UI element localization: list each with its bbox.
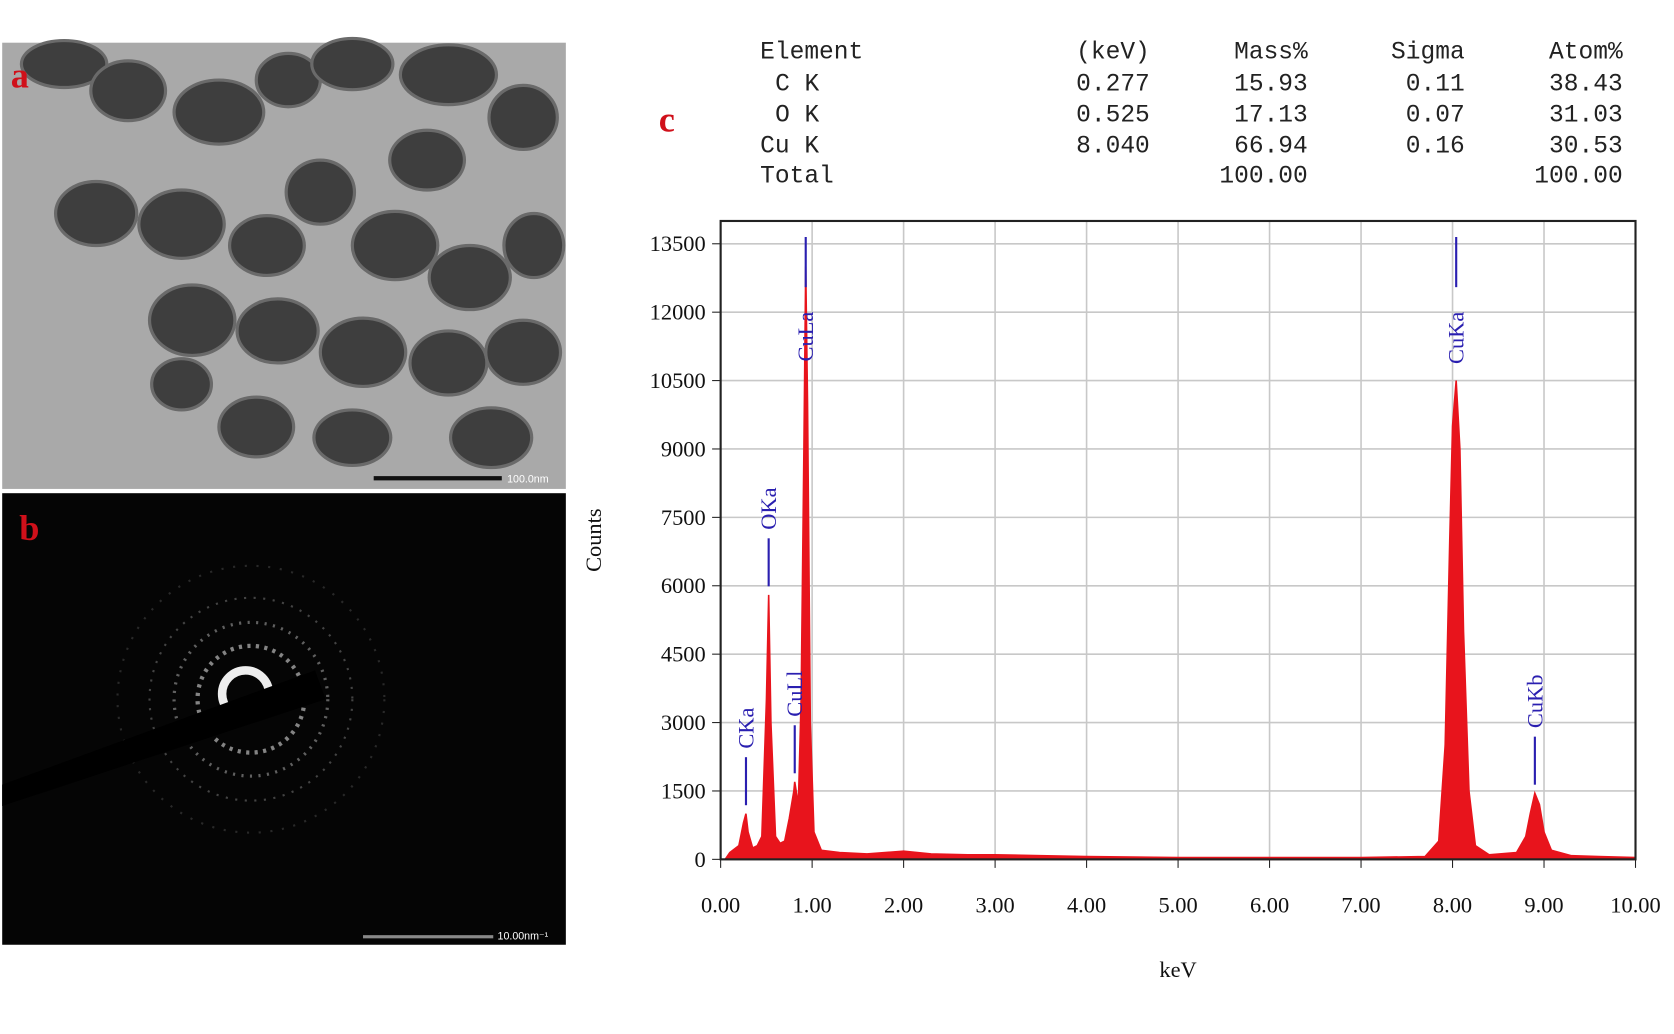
x-tick-label: 5.00: [1158, 893, 1197, 918]
table-cell: 0.07: [1406, 103, 1465, 130]
table-cell: 0.525: [1076, 103, 1150, 130]
panel-label: b: [19, 508, 39, 548]
table-cell: 100.00: [1219, 164, 1307, 191]
table-cell: 100.00: [1534, 164, 1622, 191]
y-tick-label: 4500: [661, 642, 706, 667]
diffraction-image: 10.00nm⁻¹: [2, 493, 566, 945]
scale-bar-label: 100.0nm: [507, 474, 549, 486]
spectrum-area: [724, 266, 1637, 861]
peak-label: CuLl: [782, 671, 807, 717]
panel-label: c: [659, 99, 675, 139]
x-tick-label: 7.00: [1341, 893, 1380, 918]
table-cell: 0.11: [1406, 72, 1465, 99]
table-cell: O K: [775, 103, 819, 130]
table-cell: 8.040: [1076, 134, 1150, 161]
peak-label: CuLa: [793, 312, 818, 362]
table-cell: Total: [760, 164, 834, 191]
spectrum-chart: 0 1500 3000 4500 6000 7500 9000 10500 12000 13500…: [581, 219, 1661, 982]
table-cell: Cu K: [760, 134, 819, 161]
x-tick-label: 2.00: [884, 893, 923, 918]
x-tick-label: 10.00: [1610, 893, 1660, 918]
y-tick-label: 0: [694, 847, 705, 872]
result-table: Element (keV) Mass% Sigma Atom% C K 0.277 15.93…: [760, 40, 1623, 191]
y-axis-label: Counts: [581, 508, 606, 572]
y-tick-label: 7500: [661, 505, 706, 530]
x-tick-label: 6.00: [1250, 893, 1289, 918]
x-tick-label: 8.00: [1433, 893, 1472, 918]
table-cell: 0.277: [1076, 72, 1150, 99]
x-axis-label: keV: [1159, 957, 1196, 982]
peak-label: CKa: [733, 708, 758, 749]
table-cell: 17.13: [1234, 103, 1308, 130]
plot-frame: [719, 219, 1637, 861]
y-tick-label: 1500: [661, 778, 706, 803]
table-header: Mass%: [1234, 40, 1308, 67]
x-tick-label: 3.00: [975, 893, 1014, 918]
y-tick-label: 6000: [661, 573, 706, 598]
tem-image: 100.0nm: [2, 36, 566, 489]
y-tick-label: 13500: [650, 231, 706, 256]
table-header: Sigma: [1391, 40, 1465, 67]
y-tick-label: 12000: [650, 300, 706, 325]
table-header: Atom%: [1549, 40, 1623, 67]
table-header: (keV): [1076, 40, 1150, 67]
table-cell: 66.94: [1234, 134, 1308, 161]
table-cell: 15.93: [1234, 72, 1308, 99]
x-tick-label: 1.00: [793, 893, 832, 918]
y-tick-label: 3000: [661, 710, 706, 735]
table-cell: C K: [775, 72, 819, 99]
table-cell: 30.53: [1549, 134, 1623, 161]
table-cell: 38.43: [1549, 72, 1623, 99]
y-tick-label: 10500: [650, 368, 706, 393]
table-cell: 0.16: [1406, 134, 1465, 161]
table-header: Element: [760, 40, 863, 67]
scale-bar-label: 10.00nm⁻¹: [498, 930, 549, 942]
peak-label: OKa: [756, 487, 781, 529]
x-tick-label: 9.00: [1524, 893, 1563, 918]
x-tick-label: 4.00: [1067, 893, 1106, 918]
y-tick-label: 9000: [661, 436, 706, 461]
panel-label: a: [11, 56, 29, 96]
table-cell: 31.03: [1549, 103, 1623, 130]
peak-label: CuKb: [1522, 675, 1547, 729]
peak-label: CuKa: [1444, 312, 1469, 364]
x-tick-label: 0.00: [701, 893, 740, 918]
